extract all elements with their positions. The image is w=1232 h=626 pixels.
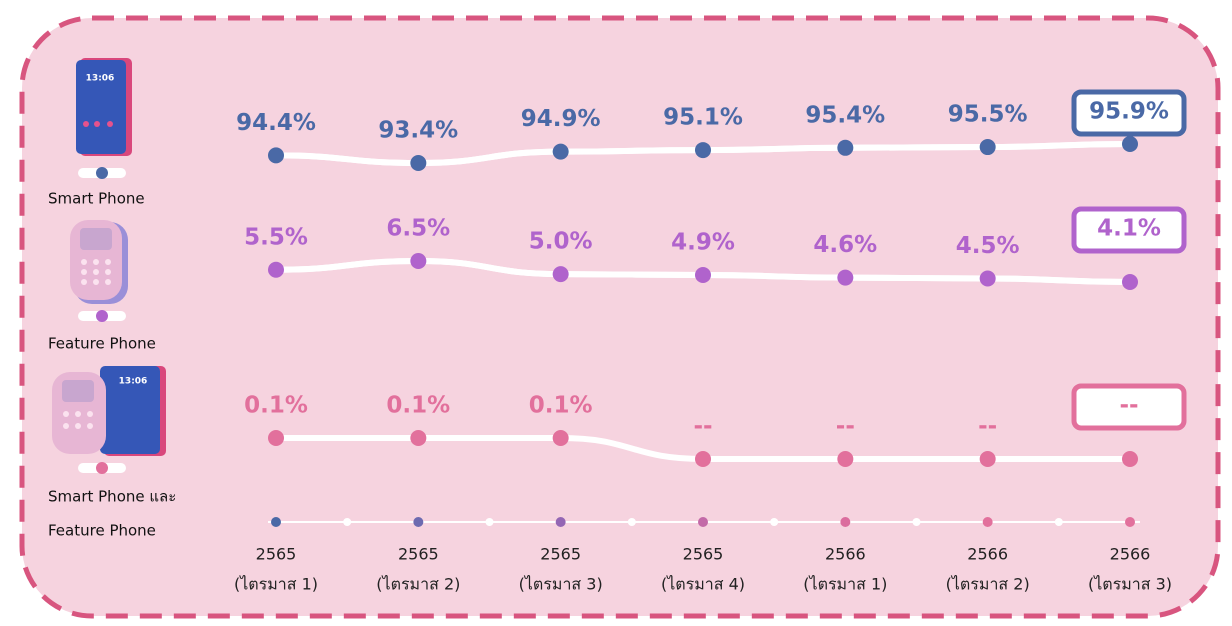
value-label: 0.1% [244,393,308,419]
series-name: Feature Phone [48,522,156,540]
data-dot [552,430,569,446]
axis-spacer [770,518,779,526]
value-label: 93.4% [378,118,458,144]
data-dot [837,269,854,286]
value-label: 95.5% [948,102,1028,128]
series-name: Feature Phone [48,335,156,353]
feature-phone-icon [70,220,128,304]
x-tick-label: 2565 [256,545,297,564]
data-dot [268,147,284,164]
x-tick-label: (ไตรมาส 1) [803,575,887,594]
data-dot [695,142,711,159]
x-tick-label: 2565 [540,545,581,564]
svg-text:13:06: 13:06 [119,377,148,387]
highlight-box [1071,206,1187,254]
axis-dot [413,517,424,527]
data-dot [268,261,284,278]
axis-spacer [343,518,352,526]
x-tick-label: (ไตรมาส 3) [519,575,603,594]
placeholder-dot [695,451,711,467]
legend-dot [96,310,108,322]
placeholder-dot [1122,451,1138,467]
data-dot [695,267,711,283]
axis-spacer [485,518,494,526]
smart-phone-icon: 13:06 [76,58,132,156]
value-label: -- [693,414,712,440]
value-label: 0.1% [529,393,593,419]
highlight-box [1071,383,1187,431]
data-dot [268,430,284,446]
value-label: -- [1119,393,1138,419]
axis-spacer [912,518,921,526]
x-tick-label: 2566 [1110,545,1151,564]
value-label: 4.6% [813,232,877,258]
axis-dot [840,517,851,527]
x-tick-label: 2565 [398,545,439,564]
data-dot [410,430,427,446]
axis-dot [698,517,708,527]
placeholder-dot [837,451,854,467]
value-label: 95.1% [663,105,743,131]
data-dot [979,139,996,156]
value-label: 94.9% [521,106,601,132]
axis-dot [1125,517,1135,527]
value-label: -- [836,414,855,440]
x-tick-label: (ไตรมาส 3) [1088,575,1172,594]
axis-spacer [1054,518,1063,526]
data-dot [552,266,569,283]
x-tick-label: 2566 [825,545,866,564]
value-label: 5.0% [529,229,593,255]
value-label: 6.5% [386,216,450,242]
value-label: 4.5% [956,233,1020,259]
x-tick-label: (ไตรมาส 2) [376,575,460,594]
value-label: 4.9% [671,230,735,256]
value-label: 4.1% [1097,216,1161,242]
value-label: 0.1% [386,393,450,419]
axis-dot [982,517,993,527]
data-dot [1122,274,1138,290]
data-dot [979,270,996,287]
value-label: 95.9% [1089,99,1169,125]
data-dot [1122,136,1138,152]
combo-icon: 13:06 [52,366,166,456]
x-tick-label: (ไตรมาส 2) [946,575,1030,594]
svg-text:13:06: 13:06 [86,74,115,84]
axis-dot [271,517,281,527]
data-dot [837,139,854,156]
series-name: Smart Phone [48,190,145,208]
value-label: 5.5% [244,224,308,250]
data-dot [552,143,569,160]
data-dot [410,253,427,269]
placeholder-dot [979,451,996,467]
data-dot [410,155,427,171]
axis-spacer [627,518,636,526]
value-label: 94.4% [236,110,316,136]
axis-dot [555,517,566,527]
legend-dot [96,167,108,179]
x-tick-label: 2565 [683,545,724,564]
x-tick-label: (ไตรมาส 1) [234,575,318,594]
x-tick-label: (ไตรมาส 4) [661,575,745,594]
x-tick-label: 2566 [967,545,1008,564]
highlight-box [1071,89,1187,137]
value-label: 95.4% [805,102,885,128]
series-name: Smart Phone และ [48,488,176,506]
legend-dot [96,462,108,474]
frame [19,15,1221,619]
value-label: -- [978,414,997,440]
